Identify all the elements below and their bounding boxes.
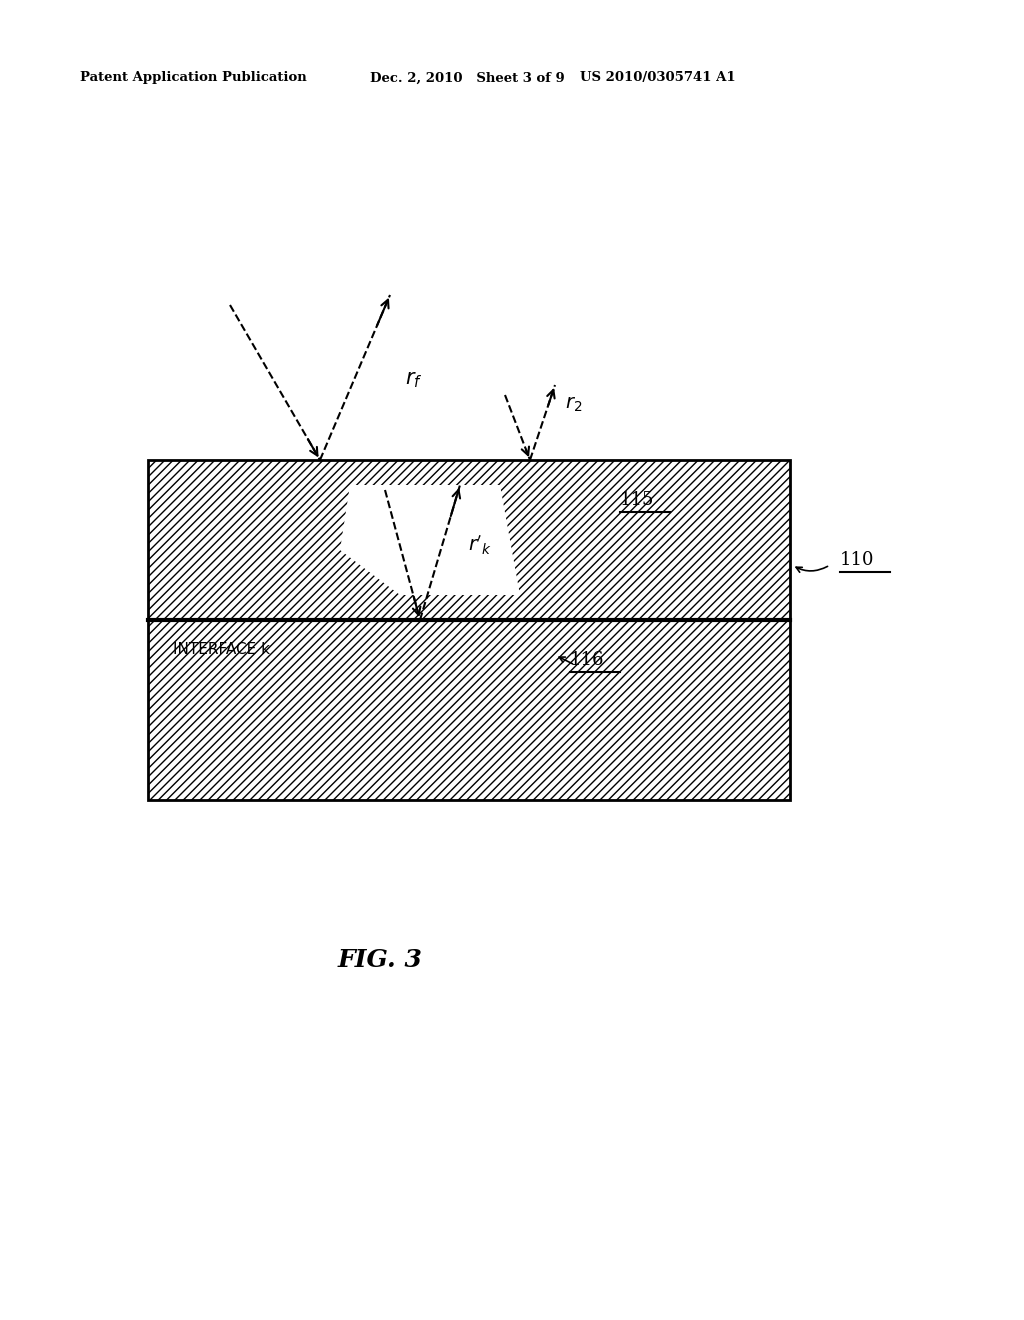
Text: $r_2$: $r_2$ — [565, 396, 583, 414]
Text: $r'_k$: $r'_k$ — [468, 533, 492, 557]
Text: Patent Application Publication: Patent Application Publication — [80, 71, 307, 84]
Text: FIG. 3: FIG. 3 — [338, 948, 423, 972]
Bar — [148, 459, 790, 620]
Text: $r_f$: $r_f$ — [406, 370, 423, 389]
Bar — [148, 620, 790, 800]
Text: 115: 115 — [620, 491, 654, 510]
Text: INTERFACE k: INTERFACE k — [173, 642, 270, 657]
Text: 110: 110 — [840, 550, 874, 569]
Text: Dec. 2, 2010   Sheet 3 of 9: Dec. 2, 2010 Sheet 3 of 9 — [370, 71, 565, 84]
Text: 116: 116 — [570, 651, 604, 669]
Text: US 2010/0305741 A1: US 2010/0305741 A1 — [580, 71, 735, 84]
Polygon shape — [340, 484, 520, 595]
